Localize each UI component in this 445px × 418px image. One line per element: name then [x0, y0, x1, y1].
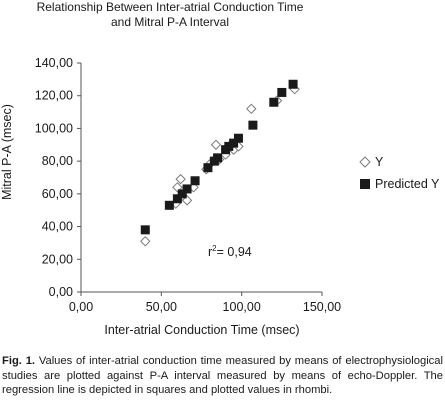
x-tick-label: 0,00: [69, 300, 93, 314]
chart-title-line-1: Relationship Between Inter-atrial Conduc…: [37, 0, 304, 14]
r-squared-prefix: r: [208, 245, 212, 259]
legend: Y Predicted Y: [359, 155, 440, 191]
caption-text: Values of inter-atrial conduction time m…: [2, 355, 443, 397]
data-point-predicted-y: [172, 194, 182, 204]
data-point-predicted-y: [229, 138, 239, 148]
data-point-predicted-y: [224, 141, 234, 151]
x-axis-title: Inter-atrial Conduction Time (msec): [104, 323, 299, 337]
y-tick-label: 40,00: [42, 220, 73, 234]
series-predicted-y-squares: [140, 79, 298, 235]
y-tick-label: 120,00: [35, 89, 73, 103]
r-squared-value: = 0,94: [217, 245, 252, 259]
y-tick-label: 140,00: [35, 56, 73, 70]
y-tick-label: 80,00: [42, 154, 73, 168]
x-tick-label: 150,00: [303, 300, 341, 314]
data-point-predicted-y: [177, 189, 187, 199]
data-point-predicted-y: [248, 120, 258, 130]
r-squared-exponent: 2: [212, 244, 217, 253]
data-point-y: [210, 139, 222, 150]
data-point-predicted-y: [203, 163, 213, 173]
data-point-predicted-y: [164, 200, 174, 210]
data-point-predicted-y: [233, 133, 243, 143]
y-tick-label: 20,00: [42, 252, 73, 266]
series-y-diamonds: [140, 83, 300, 247]
scatter-chart: Relationship Between Inter-atrial Conduc…: [0, 0, 440, 337]
legend-square-icon: [360, 179, 370, 189]
data-point-predicted-y: [182, 184, 192, 194]
legend-item-predicted-y: Predicted Y: [360, 177, 440, 191]
y-axis-title: Mitral P-A (msec): [0, 104, 14, 200]
y-tick-label: 100,00: [35, 121, 73, 135]
data-point-y: [246, 103, 257, 115]
data-point-predicted-y: [288, 79, 298, 89]
caption-label: Fig. 1.: [2, 355, 36, 367]
data-point-predicted-y: [269, 97, 279, 107]
chart-title-line-2: and Mitral P-A Interval: [111, 15, 229, 29]
x-tick-label: 50,00: [146, 300, 177, 314]
data-point-y: [175, 173, 186, 185]
data-point-predicted-y: [190, 176, 200, 186]
legend-label-y: Y: [375, 155, 384, 169]
y-tick-label: 60,00: [42, 187, 73, 201]
plot-area: 0,0020,0040,0060,0080,00100,00120,00140,…: [35, 56, 341, 314]
svg-text:r2= 0,94: r2= 0,94: [208, 244, 252, 259]
legend-diamond-icon: [359, 156, 371, 168]
y-tick-label: 0,00: [49, 285, 73, 299]
x-tick-label: 100,00: [223, 300, 261, 314]
data-point-predicted-y: [277, 87, 287, 97]
y-ticks: 0,00 20,00 40,00 60,00 80,00 100,00 120,00 140,…: [35, 56, 81, 299]
figure-caption: Fig. 1. Values of inter-atrial conductio…: [2, 354, 443, 398]
legend-item-y: Y: [359, 155, 384, 169]
r-squared-annotation: r2= 0,94: [208, 244, 252, 259]
data-point-predicted-y: [213, 153, 223, 163]
data-point-y: [140, 236, 151, 247]
legend-label-predicted-y: Predicted Y: [375, 177, 440, 191]
data-point-predicted-y: [140, 225, 150, 235]
x-ticks: 0,00 50,00 100,00 150,00: [69, 292, 341, 314]
